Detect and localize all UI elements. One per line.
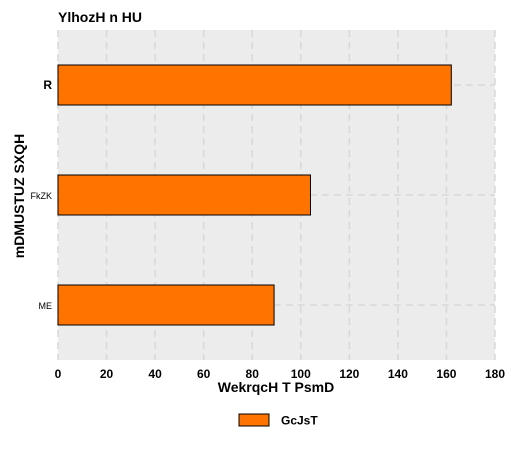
x-tick-label: 120: [339, 367, 359, 381]
legend: GcJsT: [238, 413, 318, 428]
chart-title: YlhozH n HU: [58, 9, 142, 25]
legend-swatch: [238, 413, 270, 427]
x-tick-label: 20: [100, 367, 114, 381]
x-tick-label: 40: [148, 367, 162, 381]
x-tick-label: 160: [436, 367, 456, 381]
x-axis-label: WekrqcH T PsmD: [218, 379, 334, 395]
x-tick-label: 60: [197, 367, 211, 381]
y-tick-label: FkZK: [31, 191, 53, 201]
x-tick-label: 140: [388, 367, 408, 381]
x-tick-label: 100: [291, 367, 311, 381]
y-axis-label: mDMUSTUZ SXQH: [11, 134, 27, 258]
bar-fkzk: [57, 174, 311, 216]
y-tick-label: ME: [39, 301, 53, 311]
x-axis-ticks: 0 20 40 60 80 100 120 140 160 180: [55, 367, 506, 381]
bar-me: [57, 284, 275, 326]
x-tick-label: 80: [246, 367, 260, 381]
y-tick-label: R: [43, 78, 52, 92]
bar-r: [57, 64, 452, 106]
bars-group: [57, 64, 452, 326]
y-axis-ticks: R FkZK ME: [31, 78, 53, 311]
x-tick-label: 0: [55, 367, 62, 381]
legend-label: GcJsT: [281, 414, 318, 428]
x-tick-label: 180: [485, 367, 505, 381]
